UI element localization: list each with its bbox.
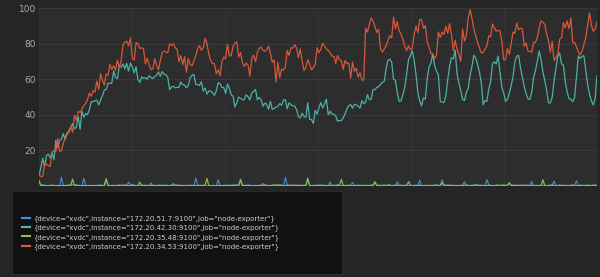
Legend: {device="xvdc",instance="172.20.51.7:9100",job="node-exporter"}, {device="xvdc",: {device="xvdc",instance="172.20.51.7:910… — [19, 213, 282, 253]
